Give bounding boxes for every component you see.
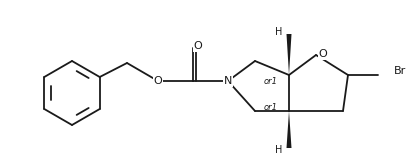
Text: or1: or1 — [263, 103, 277, 112]
Text: H: H — [275, 27, 282, 37]
Text: O: O — [318, 49, 327, 59]
Text: Br: Br — [393, 66, 405, 76]
Polygon shape — [286, 111, 291, 148]
Text: H: H — [275, 145, 282, 155]
Text: N: N — [223, 76, 232, 86]
Text: O: O — [193, 41, 202, 51]
Text: O: O — [153, 76, 162, 86]
Polygon shape — [286, 34, 291, 75]
Text: or1: or1 — [263, 78, 277, 86]
